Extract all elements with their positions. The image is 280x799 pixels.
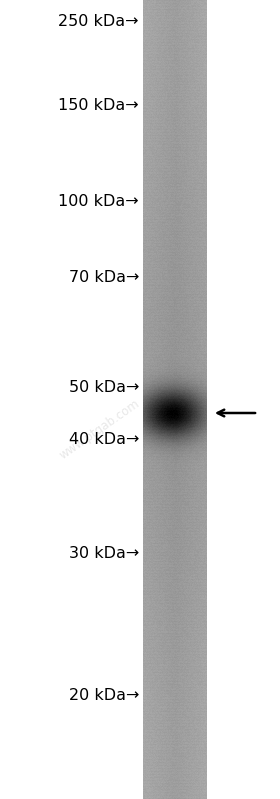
Text: 40 kDa→: 40 kDa→ [69, 432, 139, 447]
Text: 100 kDa→: 100 kDa→ [58, 193, 139, 209]
Text: 150 kDa→: 150 kDa→ [58, 97, 139, 113]
Text: 70 kDa→: 70 kDa→ [69, 271, 139, 285]
Text: 20 kDa→: 20 kDa→ [69, 687, 139, 702]
Text: 250 kDa→: 250 kDa→ [59, 14, 139, 30]
Text: 30 kDa→: 30 kDa→ [69, 546, 139, 561]
Text: www.ptgab.com: www.ptgab.com [57, 397, 143, 463]
Text: 50 kDa→: 50 kDa→ [69, 380, 139, 396]
